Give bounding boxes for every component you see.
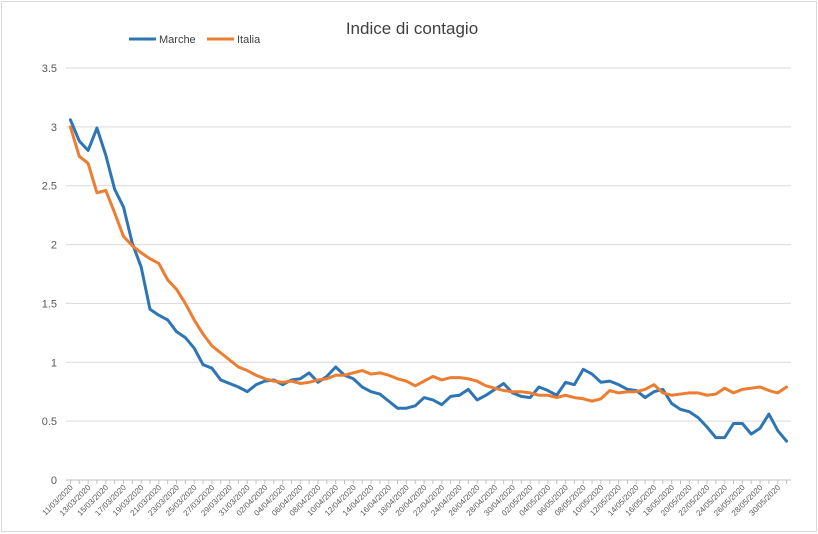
x-axis: 11/03/202013/03/202015/03/202017/03/2020…	[41, 480, 788, 518]
y-tick-label: 1.5	[42, 298, 57, 310]
y-axis: 0 0.5 1 1.5 2 2.5 3 3.5	[42, 63, 57, 487]
legend-label-italia: Italia	[237, 34, 261, 46]
y-tick-label: 1	[51, 357, 57, 369]
y-tick-label: 3	[51, 122, 57, 134]
series-line-marche	[68, 118, 789, 443]
y-tick-label: 2	[51, 240, 57, 252]
y-tick-label: 2.5	[42, 181, 57, 193]
gridlines	[66, 67, 791, 481]
chart-title: Indice di contagio	[346, 19, 478, 38]
legend: Marche Italia	[129, 34, 261, 46]
y-tick-label: 0.5	[42, 416, 57, 428]
series-line-italia	[68, 125, 789, 403]
y-tick-label: 0	[51, 475, 57, 487]
y-tick-label: 3.5	[42, 63, 57, 75]
series-layer	[68, 118, 789, 443]
legend-label-marche: Marche	[159, 34, 196, 46]
